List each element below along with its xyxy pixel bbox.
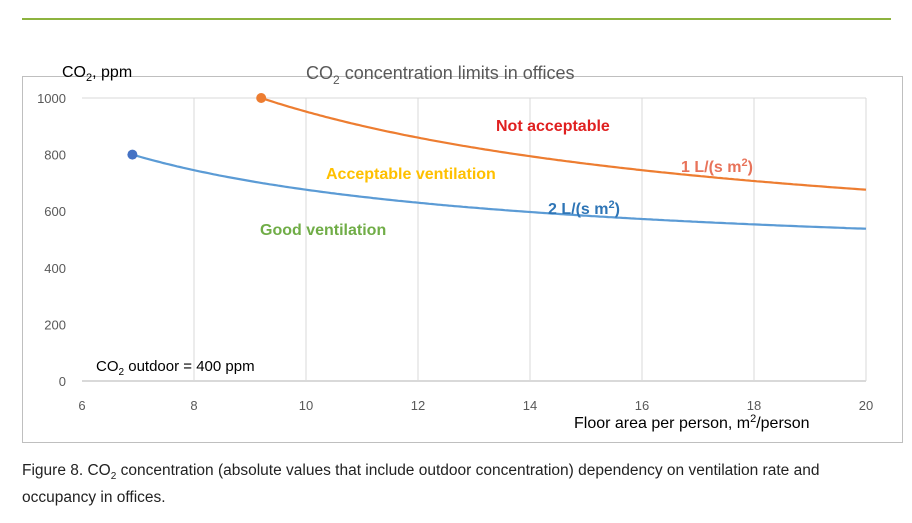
annotation-good: Good ventilation — [260, 222, 386, 239]
series-line-1 — [260, 96, 867, 191]
x-tick-label: 6 — [78, 398, 85, 413]
annotation-outdoor: CO2 outdoor = 400 ppm — [96, 358, 255, 378]
gridlines — [82, 97, 867, 382]
x-axis-label: Floor area per person, m2/person — [574, 413, 810, 432]
x-tick-label: 14 — [523, 398, 537, 413]
annotation-not-acceptable: Not acceptable — [496, 118, 610, 135]
series-line-2 — [132, 153, 867, 230]
y-tick-label: 800 — [44, 148, 66, 163]
x-tick-label: 10 — [299, 398, 313, 413]
figure-caption: Figure 8. CO2 concentration (absolute va… — [22, 462, 820, 507]
y-tick-label: 400 — [44, 261, 66, 276]
series-start-marker-1 — [256, 93, 267, 103]
series-label-2: 2 L/(s m2) — [548, 199, 620, 218]
x-tick-label: 8 — [190, 398, 197, 413]
y-tick-label: 600 — [44, 204, 66, 219]
y-tick-label: 1000 — [37, 91, 66, 106]
series-label-1: 1 L/(s m2) — [681, 157, 753, 176]
chart-frame — [22, 76, 903, 443]
chart-title: CO2 concentration limits in offices — [306, 63, 574, 87]
series-start-marker-2 — [127, 149, 138, 160]
x-tick-label: 18 — [747, 398, 761, 413]
y-tick-label: 0 — [59, 374, 66, 389]
x-tick-label: 12 — [411, 398, 425, 413]
y-tick-labels: 0 200 400 600 800 1000 — [37, 91, 66, 389]
series-lines — [127, 93, 867, 230]
x-tick-labels: 6 8 10 12 14 16 18 20 — [78, 398, 873, 413]
x-tick-label: 16 — [635, 398, 649, 413]
y-tick-label: 200 — [44, 317, 66, 332]
annotation-acceptable: Acceptable ventilation — [326, 166, 496, 183]
x-tick-label: 20 — [859, 398, 873, 413]
y-axis-label: CO2, ppm — [62, 64, 132, 84]
